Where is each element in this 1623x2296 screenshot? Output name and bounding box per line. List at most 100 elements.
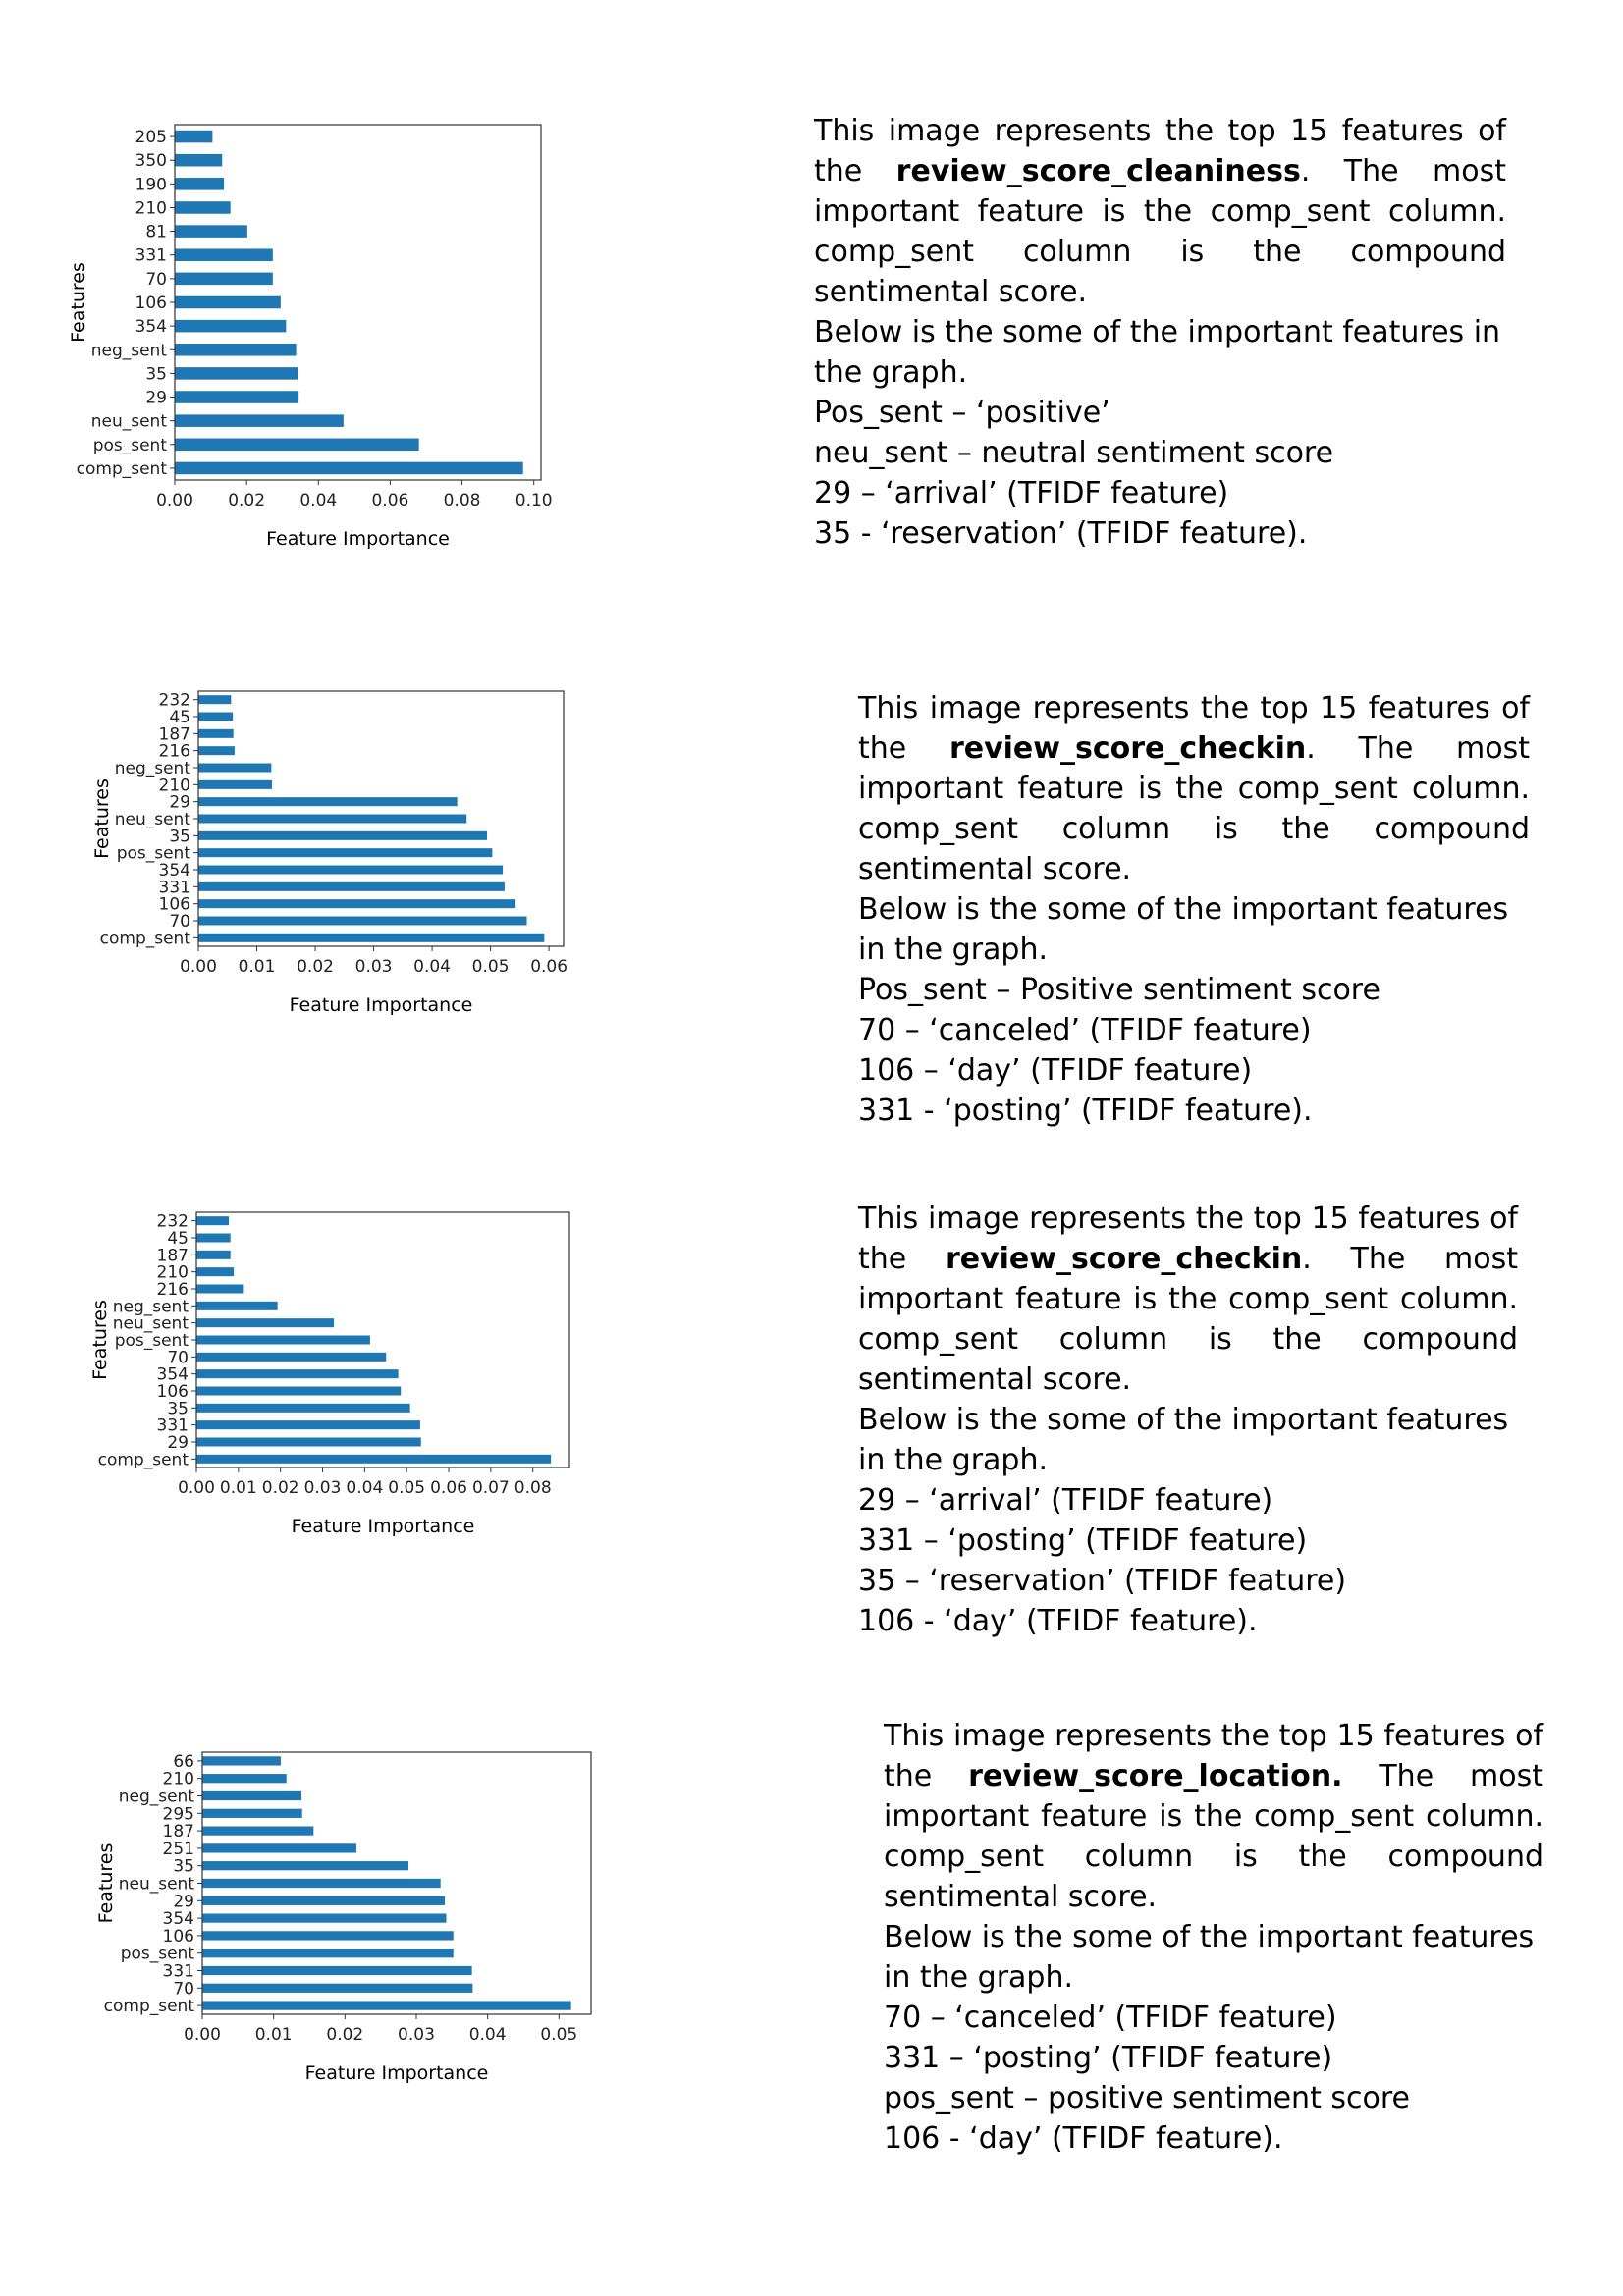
feature-item: Pos_sent – ‘positive’ xyxy=(814,396,1110,430)
description: This image represents the top 15 feature… xyxy=(858,688,1530,1131)
bar xyxy=(198,814,467,824)
x-tick-label: 0.04 xyxy=(299,491,337,510)
plot-frame xyxy=(174,124,542,481)
intro-text-after: . The most important feature is the comp… xyxy=(858,731,1530,886)
feature-item: 331 - ‘posting’ (TFIDF feature). xyxy=(858,1094,1313,1128)
y-tick-label: comp_sent xyxy=(104,1997,195,2016)
y-tick-label: 210 xyxy=(159,775,190,795)
x-tick-label: 0.07 xyxy=(472,1478,510,1498)
x-tick-label: 0.04 xyxy=(413,957,451,977)
feature-item: 35 – ‘reservation’ (TFIDF feature) xyxy=(858,1564,1347,1598)
bar xyxy=(196,1369,399,1379)
bar xyxy=(198,899,516,909)
y-tick-label: 29 xyxy=(145,389,167,408)
description-intro: This image represents the top 15 feature… xyxy=(858,1199,1518,1400)
x-tick-label: 0.00 xyxy=(180,957,217,977)
y-tick-label: 354 xyxy=(163,1909,194,1929)
feature-item: 106 – ‘day’ (TFIDF feature) xyxy=(858,1053,1253,1088)
bar xyxy=(196,1335,370,1345)
y-tick-label: neu_sent xyxy=(115,810,191,829)
y-tick-label: comp_sent xyxy=(77,459,168,479)
bar xyxy=(175,201,231,214)
y-tick-label: 66 xyxy=(173,1752,194,1772)
bar xyxy=(198,933,545,942)
description: This image represents the top 15 feature… xyxy=(884,1716,1543,2159)
y-axis-label: Features xyxy=(89,1300,111,1380)
bar xyxy=(175,438,419,452)
y-tick-label: pos_sent xyxy=(93,436,168,455)
y-tick-label: 216 xyxy=(157,1280,189,1300)
bar xyxy=(175,343,297,356)
description-below: Below is the some of the important featu… xyxy=(858,892,1509,967)
bar xyxy=(196,1250,231,1259)
x-tick-label: 0.08 xyxy=(444,491,481,510)
description-below: Below is the some of the important featu… xyxy=(884,1920,1535,1995)
y-tick-label: 106 xyxy=(163,1927,194,1947)
y-tick-label: 81 xyxy=(145,223,167,242)
bar xyxy=(202,1790,301,1801)
bar xyxy=(198,830,488,840)
x-tick-label: 0.01 xyxy=(239,957,276,977)
x-tick-label: 0.00 xyxy=(156,491,193,510)
y-tick-label: 29 xyxy=(169,793,190,813)
x-tick-label: 0.03 xyxy=(355,957,393,977)
bar xyxy=(175,391,299,403)
y-tick-label: 187 xyxy=(157,1246,189,1265)
bar xyxy=(202,1913,447,1923)
bar-chart-svg: comp_sent pos_sent neu_sent 29 35 neg_sent 354… xyxy=(68,124,553,550)
bar xyxy=(196,1267,235,1277)
x-tick-label: 0.06 xyxy=(530,957,568,977)
y-tick-label: 70 xyxy=(173,1979,194,1999)
bar xyxy=(202,1931,454,1941)
bar xyxy=(196,1352,387,1362)
description-below: Below is the some of the important featu… xyxy=(858,1403,1509,1477)
intro-text-before: This image represents the top 15 feature… xyxy=(858,691,1530,766)
bar xyxy=(202,1843,356,1853)
bar xyxy=(198,728,234,738)
bar xyxy=(196,1318,335,1328)
y-tick-label: 350 xyxy=(135,151,167,171)
bar xyxy=(196,1301,278,1310)
bar xyxy=(198,712,234,721)
bar xyxy=(202,1949,454,1958)
y-tick-label: 70 xyxy=(167,1348,189,1367)
bar-chart-svg: comp_sent70331pos_sent10635429neu_sent35… xyxy=(95,1751,592,2084)
y-tick-label: 70 xyxy=(145,270,167,290)
bar-chart-svg: comp_sent293313510635470pos_sentneu_sent… xyxy=(89,1211,570,1537)
description: This image represents the top 15 feature… xyxy=(814,111,1506,554)
y-tick-label: 35 xyxy=(169,827,190,846)
intro-text-after: The most important feature is the comp_s… xyxy=(884,1759,1543,1914)
feature-item: 331 – ‘posting’ (TFIDF feature) xyxy=(858,1523,1308,1558)
x-tick-label: 0.01 xyxy=(220,1478,257,1498)
bar xyxy=(202,1756,281,1766)
bar xyxy=(175,461,523,475)
bar xyxy=(175,319,287,333)
description-intro: This image represents the top 15 feature… xyxy=(814,111,1506,312)
feature-item: pos_sent – positive sentiment score xyxy=(884,2081,1410,2115)
y-tick-label: 187 xyxy=(163,1822,194,1842)
y-tick-label: 35 xyxy=(173,1857,194,1877)
intro-text-before: This image represents the top 15 feature… xyxy=(858,1201,1518,1276)
bar xyxy=(175,414,344,427)
y-tick-label: 331 xyxy=(163,1962,194,1982)
feature-item: Pos_sent – Positive sentiment score xyxy=(858,973,1380,1007)
x-tick-label: 0.00 xyxy=(178,1478,215,1498)
target-name: review_score_location. xyxy=(968,1759,1343,1793)
y-tick-label: 251 xyxy=(163,1840,194,1859)
x-axis-label: Feature Importance xyxy=(290,994,473,1016)
bar xyxy=(175,153,223,167)
bar xyxy=(175,178,225,190)
y-tick-label: 45 xyxy=(169,708,190,727)
y-tick-label: neg_sent xyxy=(115,759,191,778)
feature-item: 331 – ‘posting’ (TFIDF feature) xyxy=(884,2041,1333,2075)
y-tick-label: 232 xyxy=(159,691,190,711)
bar xyxy=(196,1216,229,1226)
y-axis-label: Features xyxy=(95,1843,117,1924)
target-name: review_score_cleaniness xyxy=(895,154,1301,188)
x-tick-label: 0.04 xyxy=(469,2025,507,2045)
y-tick-label: 35 xyxy=(167,1399,189,1418)
bar xyxy=(202,1896,446,1905)
bar xyxy=(175,225,247,238)
intro-text-after: . The most important feature is the comp… xyxy=(814,154,1506,309)
x-tick-label: 0.01 xyxy=(255,2025,293,2045)
